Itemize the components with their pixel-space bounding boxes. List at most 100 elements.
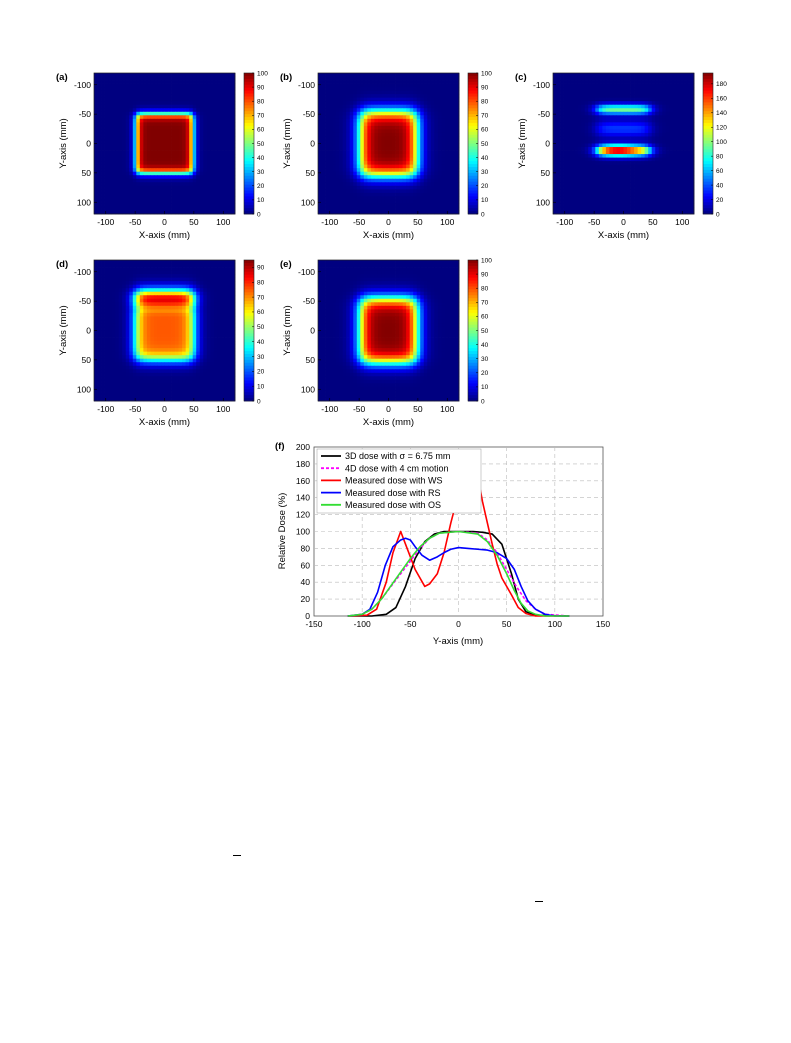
colorbar-segment xyxy=(244,125,254,130)
heatmap-cell xyxy=(339,87,344,92)
heatmap-cell xyxy=(360,164,365,169)
heatmap-cell xyxy=(342,192,347,197)
heatmap-cell xyxy=(335,104,340,109)
heatmap-cell xyxy=(353,73,358,77)
heatmap-cell xyxy=(584,192,589,197)
heatmap-cell xyxy=(178,97,183,102)
heatmap-cell xyxy=(556,94,561,99)
heatmap-cell xyxy=(104,210,109,215)
heatmap-cell xyxy=(146,122,151,127)
heatmap-cell xyxy=(318,101,322,106)
heatmap-cell xyxy=(189,161,194,166)
heatmap-cell xyxy=(395,189,400,194)
heatmap-cell xyxy=(168,210,172,215)
heatmap-cell xyxy=(595,168,600,173)
heatmap-cell xyxy=(325,97,329,102)
heatmap-cell xyxy=(560,83,564,88)
heatmap-cell xyxy=(556,182,561,187)
heatmap-cell xyxy=(125,83,130,88)
heatmap-cell xyxy=(203,164,208,169)
heatmap-cell xyxy=(399,178,403,183)
heatmap-cell xyxy=(644,73,649,77)
heatmap-cell xyxy=(360,154,365,158)
heatmap-cell xyxy=(591,125,596,130)
heatmap-cell xyxy=(367,175,372,180)
heatmap-cell xyxy=(648,182,653,187)
heatmap-cell xyxy=(634,87,638,92)
heatmap-cell xyxy=(346,111,351,116)
heatmap-cell xyxy=(437,94,442,99)
heatmap-cell xyxy=(108,199,113,204)
heatmap-cell xyxy=(381,139,386,144)
heatmap-cell xyxy=(441,210,446,215)
heatmap-cell xyxy=(189,90,194,95)
heatmap-cell xyxy=(335,196,340,201)
heatmap-cell xyxy=(416,73,421,77)
heatmap-cell xyxy=(563,90,568,95)
heatmap-cell xyxy=(168,157,172,162)
heatmap-cell xyxy=(94,185,98,190)
heatmap-cell xyxy=(213,182,218,187)
heatmap-cell xyxy=(213,94,218,99)
heatmap-cell xyxy=(662,76,667,81)
heatmap-cell xyxy=(171,108,176,113)
heatmap-cell xyxy=(150,185,155,190)
heatmap-cell xyxy=(104,122,109,127)
heatmap-cell xyxy=(612,108,617,113)
heatmap-cell xyxy=(388,164,393,169)
heatmap-cell xyxy=(602,111,607,116)
heatmap-cell xyxy=(203,87,208,92)
heatmap-cell xyxy=(434,136,439,141)
heatmap-cell xyxy=(423,147,428,151)
heatmap-cell xyxy=(346,154,351,158)
heatmap-cell xyxy=(570,139,575,144)
heatmap-cell xyxy=(94,164,98,169)
heatmap-cell xyxy=(619,185,624,190)
heatmap-cell xyxy=(118,199,123,204)
heatmap-cell xyxy=(360,185,365,190)
heatmap-cell xyxy=(623,87,628,92)
heatmap-cell xyxy=(655,185,660,190)
heatmap-cell xyxy=(143,154,148,158)
heatmap-cell xyxy=(164,73,169,77)
heatmap-cell xyxy=(655,199,660,204)
heatmap-cell xyxy=(104,73,109,77)
heatmap-cell xyxy=(346,118,351,123)
heatmap-cell xyxy=(686,154,691,158)
heatmap-cell xyxy=(353,97,358,102)
heatmap-cell xyxy=(441,199,446,204)
heatmap-cell xyxy=(577,90,582,95)
heatmap-cell xyxy=(115,178,120,183)
heatmap-cell xyxy=(203,203,208,208)
colorbar-tick-label: 20 xyxy=(257,183,265,190)
heatmap-cell xyxy=(634,161,638,166)
heatmap-cell xyxy=(420,76,425,81)
heatmap-cell xyxy=(346,76,351,81)
heatmap-cell xyxy=(644,203,649,208)
heatmap-cell xyxy=(672,157,677,162)
heatmap-cell xyxy=(111,132,116,137)
heatmap-cell xyxy=(574,90,579,95)
heatmap-cell xyxy=(122,104,127,109)
heatmap-cell xyxy=(94,108,98,113)
heatmap-cell xyxy=(683,111,688,116)
heatmap-cell xyxy=(325,182,329,187)
heatmap-cell xyxy=(627,139,631,144)
heatmap-cell xyxy=(129,115,134,120)
heatmap-cell xyxy=(196,143,201,148)
heatmap-cell xyxy=(619,199,624,204)
heatmap-cell xyxy=(104,182,109,187)
heatmap-cell xyxy=(455,118,460,123)
heatmap-cell xyxy=(676,189,681,194)
heatmap-cell xyxy=(409,147,414,151)
heatmap-cell xyxy=(402,80,407,84)
heatmap-cell xyxy=(455,161,460,166)
heatmap-cell xyxy=(612,118,617,123)
heatmap-cell xyxy=(101,136,105,141)
heatmap-cell xyxy=(157,161,162,166)
heatmap-cell xyxy=(136,115,141,120)
heatmap-cell xyxy=(206,90,211,95)
heatmap-cell xyxy=(178,196,183,201)
heatmap-cell xyxy=(658,199,663,204)
heatmap-cell xyxy=(203,129,208,134)
